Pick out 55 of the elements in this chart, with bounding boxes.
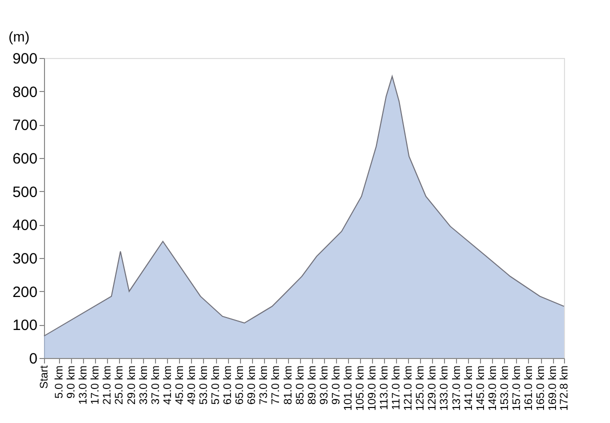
y-axis-title: (m)	[8, 28, 30, 44]
y-tick-label: 300	[12, 250, 38, 268]
y-tick-label: 900	[12, 50, 38, 68]
y-tick-label: 800	[12, 84, 38, 101]
x-tick-label: 37.0 km	[150, 366, 162, 405]
x-tick-label: 89.0 km	[306, 366, 318, 405]
x-tick-label: 101.0 km	[342, 366, 354, 411]
x-tick-label: 93.0 km	[318, 366, 330, 405]
y-tick-label: 100	[12, 317, 38, 334]
x-tick-label: 141.0 km	[462, 366, 475, 411]
x-tick-label: 5.0 km	[54, 366, 66, 399]
x-tick-label: 137.0 km	[450, 366, 463, 411]
x-tick-label: 65.0 km	[234, 366, 246, 405]
x-tick-label: 9.0 km	[66, 366, 78, 399]
x-tick-label: 109.0 km	[366, 366, 379, 411]
x-tick-label: Start	[38, 366, 50, 389]
x-tick-label: 53.0 km	[198, 366, 210, 405]
x-tick-label: 85.0 km	[294, 366, 306, 405]
x-tick-label: 145.0 km	[474, 366, 487, 411]
x-tick-label: 25.0 km	[114, 366, 126, 405]
x-tick-label: 45.0 km	[174, 366, 186, 405]
x-tick-label: 165.0 km	[535, 366, 548, 411]
x-tick-label: 13.0 km	[78, 366, 90, 405]
x-tick-label: 117.0 km	[390, 366, 403, 410]
x-tick-label: 73.0 km	[258, 366, 270, 405]
x-tick-label: 133.0 km	[438, 366, 451, 411]
x-tick-label: 97.0 km	[330, 366, 342, 405]
x-tick-label: 57.0 km	[210, 366, 222, 405]
y-tick-label: 0	[29, 350, 38, 368]
x-tick-label: 21.0 km	[102, 366, 114, 405]
y-tick-label: 200	[12, 284, 38, 301]
x-tick-label: 77.0 km	[270, 366, 282, 405]
y-tick-label: 600	[12, 150, 38, 168]
x-tick-label: 29.0 km	[126, 366, 138, 405]
x-tick-label: 113.0 km	[378, 366, 391, 410]
y-tick-label: 700	[12, 117, 38, 134]
x-tick-label: 161.0 km	[522, 366, 535, 411]
x-tick-label: 172.8 km	[558, 366, 570, 411]
x-tick-label: 81.0 km	[282, 366, 294, 405]
x-tick-label: 17.0 km	[90, 366, 102, 405]
x-tick-label: 125.0 km	[414, 366, 427, 411]
x-tick-label: 169.0 km	[547, 366, 560, 411]
x-tick-label: 41.0 km	[162, 366, 174, 405]
x-tick-label: 105.0 km	[354, 366, 366, 411]
x-tick-label: 69.0 km	[246, 366, 258, 405]
y-tick-label: 400	[12, 217, 38, 234]
x-tick-label: 33.0 km	[138, 366, 150, 405]
x-tick-label: 61.0 km	[222, 366, 234, 405]
x-tick-label: 49.0 km	[186, 366, 198, 405]
x-tick-label: 157.0 km	[510, 366, 523, 411]
x-tick-label: 149.0 km	[486, 366, 499, 411]
x-tick-label: 153.0 km	[498, 366, 511, 411]
x-tick-label: 129.0 km	[426, 366, 439, 411]
x-tick-label: 121.0 km	[402, 366, 415, 411]
y-tick-label: 500	[12, 184, 38, 201]
